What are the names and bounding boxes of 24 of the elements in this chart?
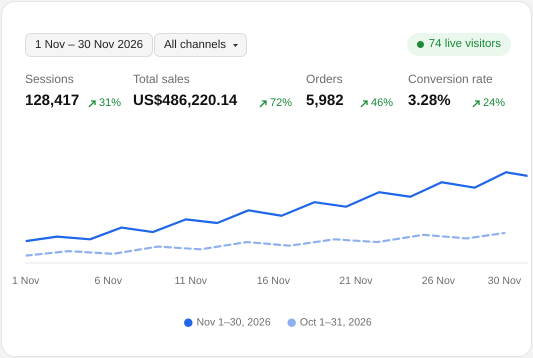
x-tick-label: 16 Nov [256,275,291,288]
text: Orders [306,72,343,86]
x-tick-label: 30 Nov [488,275,522,288]
text: 46% [370,97,394,109]
text: US$486,220.14 [133,92,238,109]
x-tick-label: 11 Nov [174,275,208,288]
text: Conversion rate [408,72,493,86]
x-tick-label: 26 Nov [422,275,456,288]
x-tick-label: 21 Nov [339,275,374,288]
legend-label: Nov 1–30, 2026 [196,316,271,329]
text: Total sales [133,72,190,86]
text: 1 Nov – 30 Nov 2026 [25,33,154,57]
x-tick-label: 1 Nov [12,275,40,288]
legend-label: Oct 1–31, 2026 [300,316,372,329]
text: 5,982 [306,92,344,109]
x-tick-label: 6 Nov [94,275,123,288]
text: Sessions [25,72,74,86]
text: 3.28% [408,92,451,109]
text: 128,417 [25,92,80,109]
text: 72% [269,97,292,109]
text: 31% [98,97,122,109]
text: All channels [154,33,248,57]
text: 24% [482,97,506,109]
text: 74 live visitors [406,33,511,56]
